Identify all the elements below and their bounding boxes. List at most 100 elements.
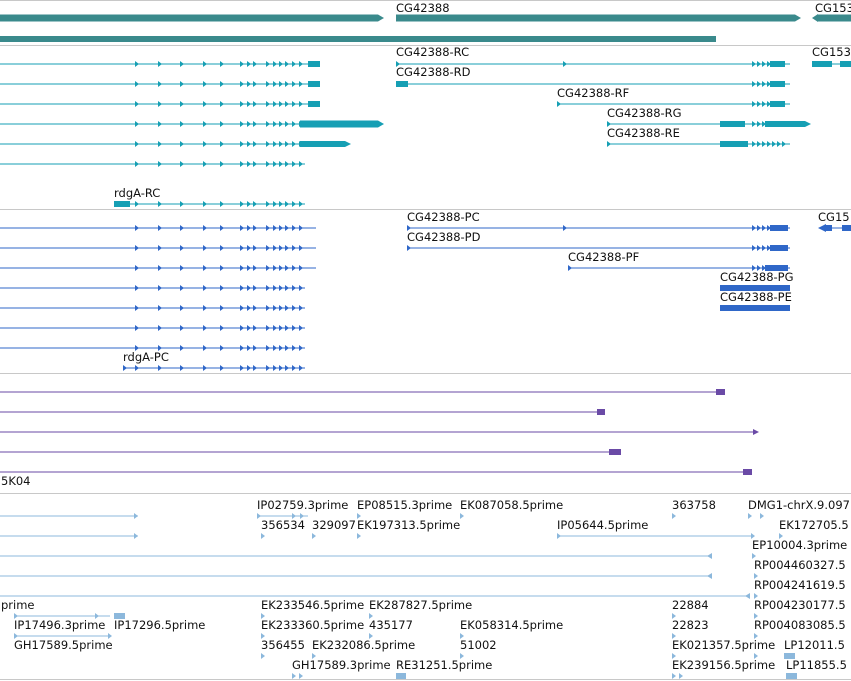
strand-arrow[interactable] [378,120,384,128]
intron-line[interactable] [0,431,757,433]
exon-arrow[interactable] [266,161,270,167]
exon-arrow[interactable] [247,265,251,271]
exon-block[interactable] [0,36,716,42]
intron-line[interactable] [0,123,378,125]
est-label[interactable]: LP11855.5 [786,658,847,672]
exon-arrow[interactable] [261,653,265,659]
exon-arrow[interactable] [266,225,270,231]
exon-arrow[interactable] [754,653,758,659]
exon-arrow[interactable] [279,201,283,207]
exon-arrow[interactable] [299,101,303,107]
exon-arrow[interactable] [220,365,224,371]
intron-line[interactable] [0,411,603,413]
exon-arrow[interactable] [273,225,277,231]
exon-arrow[interactable] [247,325,251,331]
exon-block[interactable] [840,61,851,67]
est-label[interactable]: IP05644.5prime [557,518,649,532]
transcript-label[interactable]: CG42388-RD [396,65,471,79]
exon-arrow[interactable] [247,61,251,67]
exon-arrow[interactable] [134,533,138,539]
exon-arrow[interactable] [672,653,676,659]
est-label[interactable]: RP004230177.5 [754,598,846,612]
exon-arrow[interactable] [279,61,283,67]
exon-arrow[interactable] [299,161,303,167]
exon-arrow[interactable] [754,593,758,599]
exon-arrow[interactable] [247,141,251,147]
exon-arrow[interactable] [266,141,270,147]
exon-block[interactable] [770,61,785,67]
exon-arrow[interactable] [757,225,761,231]
exon-arrow[interactable] [752,265,756,271]
est-label[interactable]: RP004460327.5 [754,558,846,572]
exon-arrow[interactable] [762,245,766,251]
exon-arrow[interactable] [266,285,270,291]
exon-block[interactable] [308,101,320,107]
exon-arrow[interactable] [292,101,296,107]
exon-arrow[interactable] [253,121,257,127]
gene-label[interactable]: CG153 [815,1,851,15]
exon-arrow[interactable] [299,325,303,331]
protein-label[interactable]: CG42388-PG [720,270,794,284]
exon-arrow[interactable] [292,61,296,67]
exon-arrow[interactable] [240,101,244,107]
exon-arrow[interactable] [135,365,139,371]
exon-arrow[interactable] [247,101,251,107]
exon-arrow[interactable] [292,265,296,271]
exon-block[interactable] [818,14,851,22]
exon-arrow[interactable] [220,225,224,231]
exon-arrow[interactable] [285,345,289,351]
exon-arrow[interactable] [754,613,758,619]
exon-arrow[interactable] [266,81,270,87]
exon-arrow[interactable] [285,141,289,147]
exon-arrow[interactable] [203,325,207,331]
exon-arrow[interactable] [266,345,270,351]
exon-arrow[interactable] [247,225,251,231]
exon-arrow[interactable] [253,245,257,251]
exon-arrow[interactable] [312,653,316,659]
exon-arrow[interactable] [757,61,761,67]
exon-block[interactable] [114,201,130,207]
exon-arrow[interactable] [180,61,184,67]
intron-line[interactable] [396,63,790,65]
est-label[interactable]: RE31251.5prime [396,658,493,672]
exon-arrow[interactable] [253,161,257,167]
exon-arrow[interactable] [292,121,296,127]
exon-block[interactable] [396,14,795,22]
exon-arrow[interactable] [135,325,139,331]
est-label[interactable]: 363758 [672,498,716,512]
exon-arrow[interactable] [266,61,270,67]
est-label[interactable]: EK197313.5prime [357,518,461,532]
intron-line[interactable] [0,307,305,309]
intron-line[interactable] [123,367,305,369]
intron-line[interactable] [257,515,308,517]
strand-arrow[interactable] [795,14,801,22]
exon-arrow[interactable] [752,225,756,231]
est-label[interactable]: 22884 [672,598,709,612]
exon-arrow[interactable] [299,225,303,231]
exon-arrow[interactable] [203,121,207,127]
exon-arrow[interactable] [158,101,162,107]
exon-arrow[interactable] [300,513,304,519]
exon-arrow[interactable] [135,345,139,351]
exon-block[interactable] [826,225,832,231]
exon-arrow[interactable] [563,225,567,231]
exon-arrow[interactable] [220,61,224,67]
exon-arrow[interactable] [279,141,283,147]
exon-arrow[interactable] [220,245,224,251]
exon-arrow[interactable] [357,533,361,539]
exon-arrow[interactable] [557,533,561,539]
exon-arrow[interactable] [266,265,270,271]
est-label[interactable]: 51002 [460,638,497,652]
strand-arrow[interactable] [812,14,818,22]
exon-arrow[interactable] [707,573,712,579]
exon-arrow[interactable] [180,365,184,371]
exon-arrow[interactable] [180,345,184,351]
exon-arrow[interactable] [273,61,277,67]
exon-arrow[interactable] [299,305,303,311]
exon-arrow[interactable] [220,285,224,291]
est-label[interactable]: LP12011.5 [784,638,845,652]
exon-arrow[interactable] [180,141,184,147]
exon-arrow[interactable] [266,245,270,251]
exon-arrow[interactable] [180,101,184,107]
exon-arrow[interactable] [273,161,277,167]
